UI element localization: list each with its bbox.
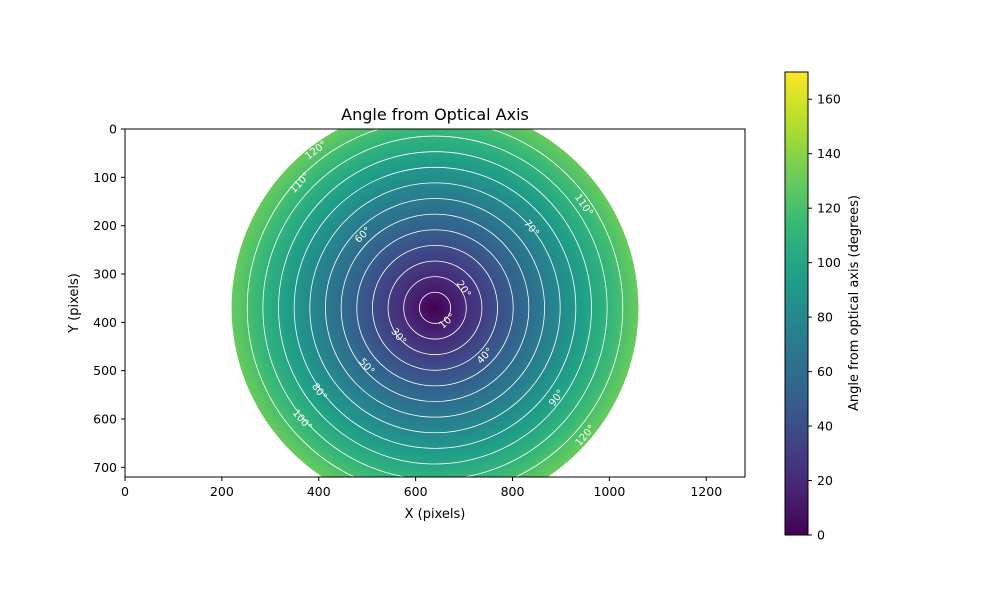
colorbar-tick-label: 100 (817, 255, 841, 270)
y-tick-label: 0 (109, 122, 117, 137)
y-axis: 0 100 200 300 400 500 600 700 (93, 122, 125, 475)
contour-line-80 (309, 182, 561, 434)
colorbar-tick-label: 0 (817, 528, 825, 543)
x-tick-label: 800 (501, 484, 525, 499)
plot-frame (124, 128, 746, 478)
y-tick-label: 700 (93, 460, 117, 475)
x-tick-label: 400 (307, 484, 331, 499)
contour-line-90 (293, 166, 577, 449)
contour-line-120 (246, 129, 624, 477)
plot-area: 10°20°30°40°50°60° 70°80° 90°100°110°110°1… (124, 128, 746, 478)
x-axis-label: X (pixels) (405, 507, 466, 522)
contour-line-60 (340, 213, 530, 402)
chart-title: Angle from Optical Axis (341, 105, 529, 124)
colorbar-tick-label: 20 (817, 473, 833, 488)
colorbar-ticks: 0 20 40 60 80 100 120 140 160 (808, 92, 841, 543)
colorbar: 0 20 40 60 80 100 120 140 160 Angle from optical… (784, 71, 862, 543)
x-tick-label: 0 (121, 484, 129, 499)
contour-line-50 (356, 229, 514, 387)
x-tick-label: 1000 (593, 484, 625, 499)
y-tick-label: 500 (93, 363, 117, 378)
y-axis-label: Y (pixels) (67, 273, 82, 334)
contour-line-110 (262, 135, 608, 477)
colorbar-tick-label: 40 (817, 419, 833, 434)
contour-layer (246, 129, 624, 477)
x-tick-label: 200 (210, 484, 234, 499)
y-tick-label: 200 (93, 218, 117, 233)
x-tick-label: 1200 (690, 484, 722, 499)
x-tick-label: 600 (404, 484, 428, 499)
colorbar-tick-label: 60 (817, 364, 833, 379)
colorbar-tick-label: 120 (817, 201, 841, 216)
contour-line-70 (325, 198, 545, 418)
colorbar-tick-label: 160 (817, 92, 841, 107)
contour-line-40 (372, 244, 498, 371)
contour-line-100 (278, 151, 592, 465)
y-tick-label: 300 (93, 267, 117, 282)
y-tick-label: 100 (93, 170, 117, 185)
x-axis: 0 200 400 600 800 1000 1200 (121, 477, 722, 499)
colorbar-tick-label: 140 (817, 146, 841, 161)
contour-line-10 (418, 291, 452, 324)
y-tick-label: 400 (93, 315, 117, 330)
colorbar-tick-label: 80 (817, 310, 833, 325)
y-tick-label: 600 (93, 412, 117, 427)
contour-line-20 (403, 276, 467, 340)
contour-line-30 (387, 260, 483, 356)
heatmap-layer (231, 129, 639, 477)
colorbar-gradient (784, 71, 809, 536)
heat-band (433, 306, 437, 310)
colorbar-label: Angle from optical axis (degrees) (847, 195, 862, 411)
